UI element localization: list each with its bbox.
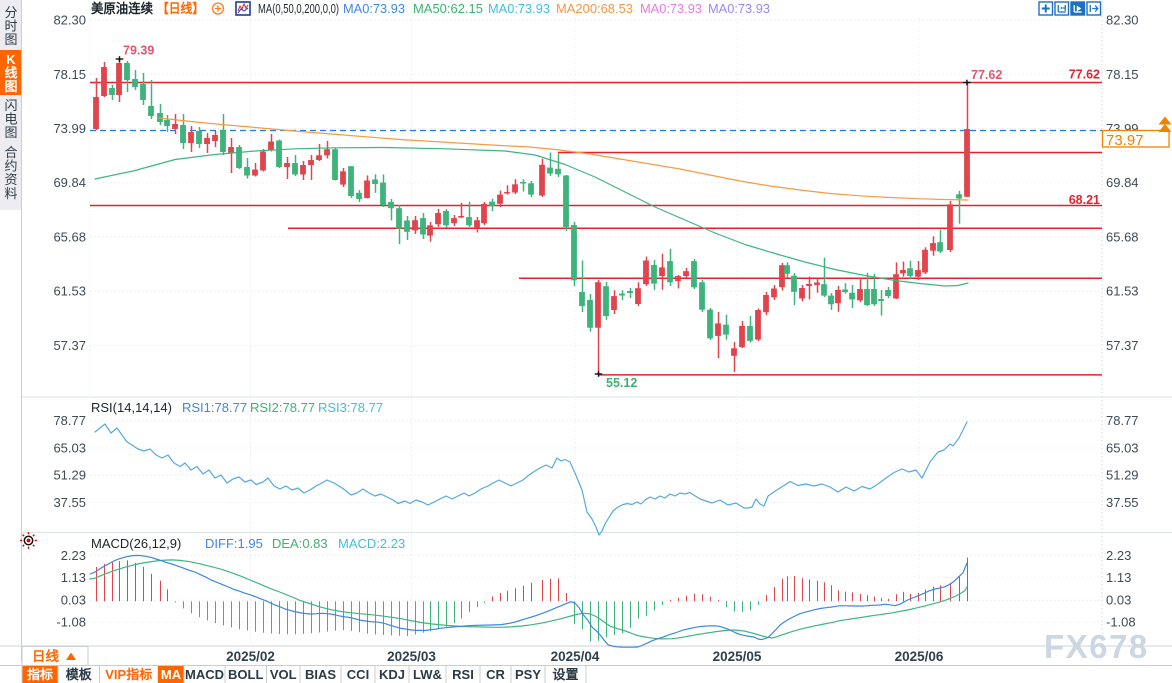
- svg-text:PSY: PSY: [515, 667, 541, 682]
- svg-text:61.53: 61.53: [53, 284, 86, 299]
- svg-text:【日线】: 【日线】: [157, 1, 204, 16]
- svg-text:约: 约: [4, 159, 17, 174]
- svg-text:MA50:62.15: MA50:62.15: [413, 2, 483, 16]
- svg-text:51.29: 51.29: [53, 468, 86, 483]
- svg-text:37.55: 37.55: [53, 495, 86, 510]
- svg-text:51.29: 51.29: [1106, 468, 1139, 483]
- svg-text:0.03: 0.03: [1106, 593, 1131, 608]
- svg-text:MA0:73.93: MA0:73.93: [343, 2, 405, 16]
- svg-text:77.62: 77.62: [971, 68, 1002, 82]
- svg-text:LW&: LW&: [413, 667, 442, 682]
- svg-text:BIAS: BIAS: [305, 667, 336, 682]
- svg-text:79.39: 79.39: [123, 44, 154, 58]
- svg-text:MACD(26,12,9): MACD(26,12,9): [91, 536, 181, 551]
- svg-text:82.30: 82.30: [1106, 13, 1139, 28]
- svg-text:2025/03: 2025/03: [387, 649, 436, 664]
- svg-text:VOL: VOL: [270, 667, 297, 682]
- svg-text:55.12: 55.12: [606, 376, 637, 390]
- svg-text:图: 图: [4, 125, 17, 140]
- svg-text:2025/05: 2025/05: [713, 649, 762, 664]
- svg-text:DIFF:1.95: DIFF:1.95: [205, 536, 263, 551]
- svg-text:0.03: 0.03: [61, 593, 86, 608]
- svg-text:MA(0,50,0,200,0,0): MA(0,50,0,200,0,0): [258, 2, 339, 16]
- svg-text:KDJ: KDJ: [379, 667, 405, 682]
- svg-text:37.55: 37.55: [1106, 495, 1139, 510]
- svg-text:2025/02: 2025/02: [226, 649, 275, 664]
- svg-text:RSI3:78.77: RSI3:78.77: [318, 400, 383, 415]
- svg-text:78.77: 78.77: [1106, 413, 1139, 428]
- svg-text:设置: 设置: [552, 667, 578, 682]
- svg-text:MA200:68.53: MA200:68.53: [556, 2, 633, 16]
- svg-text:68.21: 68.21: [1069, 193, 1100, 207]
- svg-text:RSI2:78.77: RSI2:78.77: [250, 400, 315, 415]
- svg-text:线: 线: [4, 66, 17, 81]
- svg-text:资: 资: [4, 172, 17, 187]
- svg-text:FX678: FX678: [1044, 628, 1149, 665]
- svg-text:电: 电: [4, 112, 17, 127]
- svg-text:合: 合: [4, 145, 17, 160]
- svg-text:指标: 指标: [27, 667, 53, 682]
- svg-text:65.03: 65.03: [1106, 441, 1139, 456]
- svg-text:MA: MA: [161, 667, 182, 682]
- svg-text:MA0:73.93: MA0:73.93: [708, 2, 770, 16]
- svg-text:65.68: 65.68: [53, 230, 86, 245]
- svg-text:分: 分: [4, 5, 17, 20]
- svg-text:图: 图: [4, 32, 17, 47]
- svg-text:DEA:0.83: DEA:0.83: [272, 536, 328, 551]
- svg-text:78.77: 78.77: [53, 413, 86, 428]
- svg-text:图: 图: [4, 79, 17, 94]
- svg-text:VIP指标: VIP指标: [105, 667, 152, 682]
- svg-text:61.53: 61.53: [1106, 284, 1139, 299]
- svg-text:69.84: 69.84: [1106, 175, 1139, 190]
- svg-text:65.03: 65.03: [53, 441, 86, 456]
- svg-text:美原油连续: 美原油连续: [91, 1, 153, 16]
- svg-text:-1.08: -1.08: [1106, 615, 1136, 630]
- svg-text:RSI(14,14,14): RSI(14,14,14): [91, 400, 172, 415]
- svg-text:78.15: 78.15: [1106, 67, 1139, 82]
- svg-text:-1.08: -1.08: [56, 615, 86, 630]
- svg-text:1.13: 1.13: [1106, 570, 1131, 585]
- svg-text:时: 时: [4, 19, 17, 34]
- svg-text:57.37: 57.37: [1106, 338, 1139, 353]
- svg-text:1.13: 1.13: [61, 570, 86, 585]
- svg-text:MACD: MACD: [185, 667, 224, 682]
- svg-text:65.68: 65.68: [1106, 230, 1139, 245]
- svg-text:模板: 模板: [66, 667, 93, 682]
- svg-text:MACD:2.23: MACD:2.23: [338, 536, 405, 551]
- svg-text:BOLL: BOLL: [228, 667, 263, 682]
- svg-text:RSI1:78.77: RSI1:78.77: [182, 400, 247, 415]
- svg-text:MA0:73.93: MA0:73.93: [488, 2, 550, 16]
- svg-text:73.99: 73.99: [53, 121, 86, 136]
- svg-text:69.84: 69.84: [53, 175, 86, 190]
- svg-text:闪: 闪: [4, 98, 17, 113]
- svg-text:2025/04: 2025/04: [551, 649, 600, 664]
- svg-text:77.62: 77.62: [1069, 68, 1100, 82]
- svg-text:CCI: CCI: [347, 667, 369, 682]
- svg-text:MA0:73.93: MA0:73.93: [640, 2, 702, 16]
- svg-text:2.23: 2.23: [1106, 548, 1131, 563]
- svg-text:2.23: 2.23: [61, 548, 86, 563]
- svg-text:日线: 日线: [32, 648, 59, 664]
- svg-text:82.30: 82.30: [53, 13, 86, 28]
- svg-text:78.15: 78.15: [53, 67, 86, 82]
- svg-text:CR: CR: [486, 667, 505, 682]
- svg-text:2025/06: 2025/06: [895, 649, 944, 664]
- svg-text:57.37: 57.37: [53, 338, 86, 353]
- svg-text:K: K: [6, 52, 16, 67]
- svg-text:料: 料: [4, 186, 17, 201]
- svg-text:RSI: RSI: [452, 667, 474, 682]
- svg-text:73.97: 73.97: [1106, 132, 1144, 149]
